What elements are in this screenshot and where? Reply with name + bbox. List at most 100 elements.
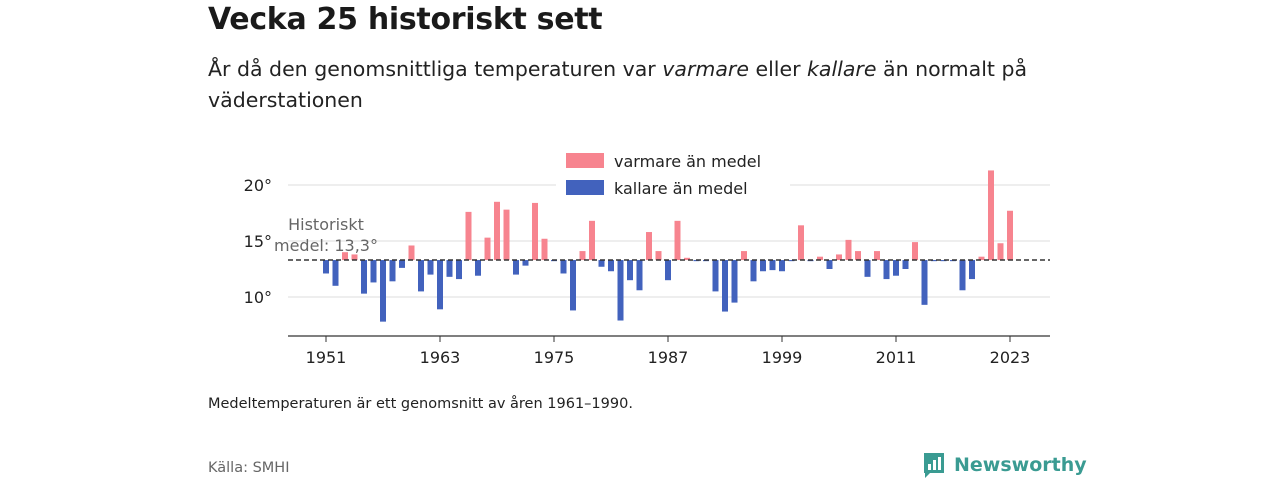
bar-1978 [579,251,586,261]
bar-1965 [456,260,462,280]
subtitle-part3: än normalt på väderstationen [208,57,1028,112]
bar-1981 [608,260,614,272]
legend-warm-label: varmare än medel [614,152,761,171]
bar-2004 [826,260,833,269]
legend-warm-swatch [566,153,604,168]
source-text: Källa: SMHI [208,460,290,476]
bar-1982 [617,260,624,321]
y-tick-label: 10° [244,288,272,307]
page-subtitle: År då den genomsnittliga temperaturen va… [208,54,1068,116]
bar-2010 [883,260,890,280]
legend: varmare än medel kallare än medel [556,144,790,206]
brand-logo[interactable]: Newsworthy [922,451,1087,479]
bar-2000 [788,260,795,262]
y-axis-labels: 10° 15° 20° [244,176,272,307]
brand-name: Newsworthy [954,454,1087,476]
bar-1961 [418,260,424,292]
bars [323,170,1013,322]
bar-2014 [921,260,928,305]
x-tick-label: 2023 [990,348,1031,367]
bar-1964 [446,260,453,277]
bar-1992 [712,260,719,292]
bar-1972 [522,260,529,266]
bar-1993 [722,260,728,312]
bar-2008 [864,260,871,277]
bar-2023 [1007,210,1013,261]
newsworthy-logo-icon [924,453,944,478]
x-tick-label: 2011 [876,348,917,367]
bar-1953 [342,252,348,261]
bar-1971 [513,260,519,275]
bar-1966 [465,211,472,261]
page-title: Vecka 25 historiskt sett [208,2,603,37]
bar-2020 [978,256,985,261]
x-tick-label: 1975 [534,348,575,367]
bar-1976 [560,260,567,274]
bar-1954 [351,254,358,261]
baseline-label-line1: Historiskt [288,215,364,234]
bar-1959 [399,260,405,268]
subtitle-warm: varmare [662,57,749,81]
bar-1986 [655,251,662,261]
bar-1999 [779,260,785,272]
footnote: Medeltemperaturen är ett genomsnitt av å… [208,396,633,412]
bar-1996 [750,260,757,282]
subtitle-part2: eller [748,57,808,81]
bar-1988 [674,220,681,261]
bar-2022 [997,243,1004,261]
bar-1983 [627,260,633,281]
bar-1998 [769,260,776,271]
baseline-label-line2: medel: 13,3° [274,236,378,255]
bar-1977 [570,260,576,311]
bar-1974 [541,238,548,261]
bar-2006 [845,239,852,261]
bar-1973 [532,202,538,261]
bar-2001 [798,225,804,261]
bar-1958 [389,260,396,282]
subtitle-cold: kallare [807,57,877,81]
x-tick-label: 1951 [306,348,347,367]
bar-1980 [598,260,605,267]
x-tick-label: 1999 [762,348,803,367]
bar-2003 [817,256,823,261]
bar-1963 [437,260,443,310]
legend-cold-swatch [566,180,604,195]
bar-2005 [836,254,842,261]
bar-1987 [665,260,671,281]
bar-1970 [503,209,510,261]
legend-cold-label: kallare än medel [614,179,748,198]
bar-2015 [931,260,937,262]
bar-2013 [912,242,918,261]
bar-1968 [484,237,491,261]
bar-1997 [760,260,766,272]
bar-1955 [361,260,367,294]
bar-1967 [475,260,481,276]
bar-1956 [370,260,377,283]
bar-1984 [636,260,643,291]
bar-2019 [969,260,975,280]
bar-1962 [427,260,434,275]
bar-1957 [380,260,386,322]
bar-1995 [741,251,747,261]
baseline-label: Historiskt medel: 13,3° [274,215,378,255]
y-tick-label: 15° [244,232,272,251]
bar-2012 [902,260,909,269]
bar-1951 [323,260,329,274]
bar-2007 [855,251,861,261]
bar-1969 [494,201,500,261]
bar-1979 [589,220,595,261]
x-tick-label: 1963 [420,348,461,367]
x-tick-label: 1987 [648,348,689,367]
bar-1989 [684,257,690,261]
bar-2011 [893,260,899,276]
bar-2018 [959,260,966,291]
x-axis-ticks: 1951 1963 1975 1987 1999 2011 2023 [306,336,1031,367]
temperature-chart: 10°15°20° Historiskt medel: 13,3° 1951 19… [243,144,1050,367]
bar-2016 [940,260,947,262]
bar-2009 [874,251,880,261]
bar-1985 [646,232,652,261]
y-tick-label: 20° [244,176,272,195]
bar-1952 [332,260,339,286]
bar-1960 [408,245,415,261]
bar-1994 [731,260,738,303]
